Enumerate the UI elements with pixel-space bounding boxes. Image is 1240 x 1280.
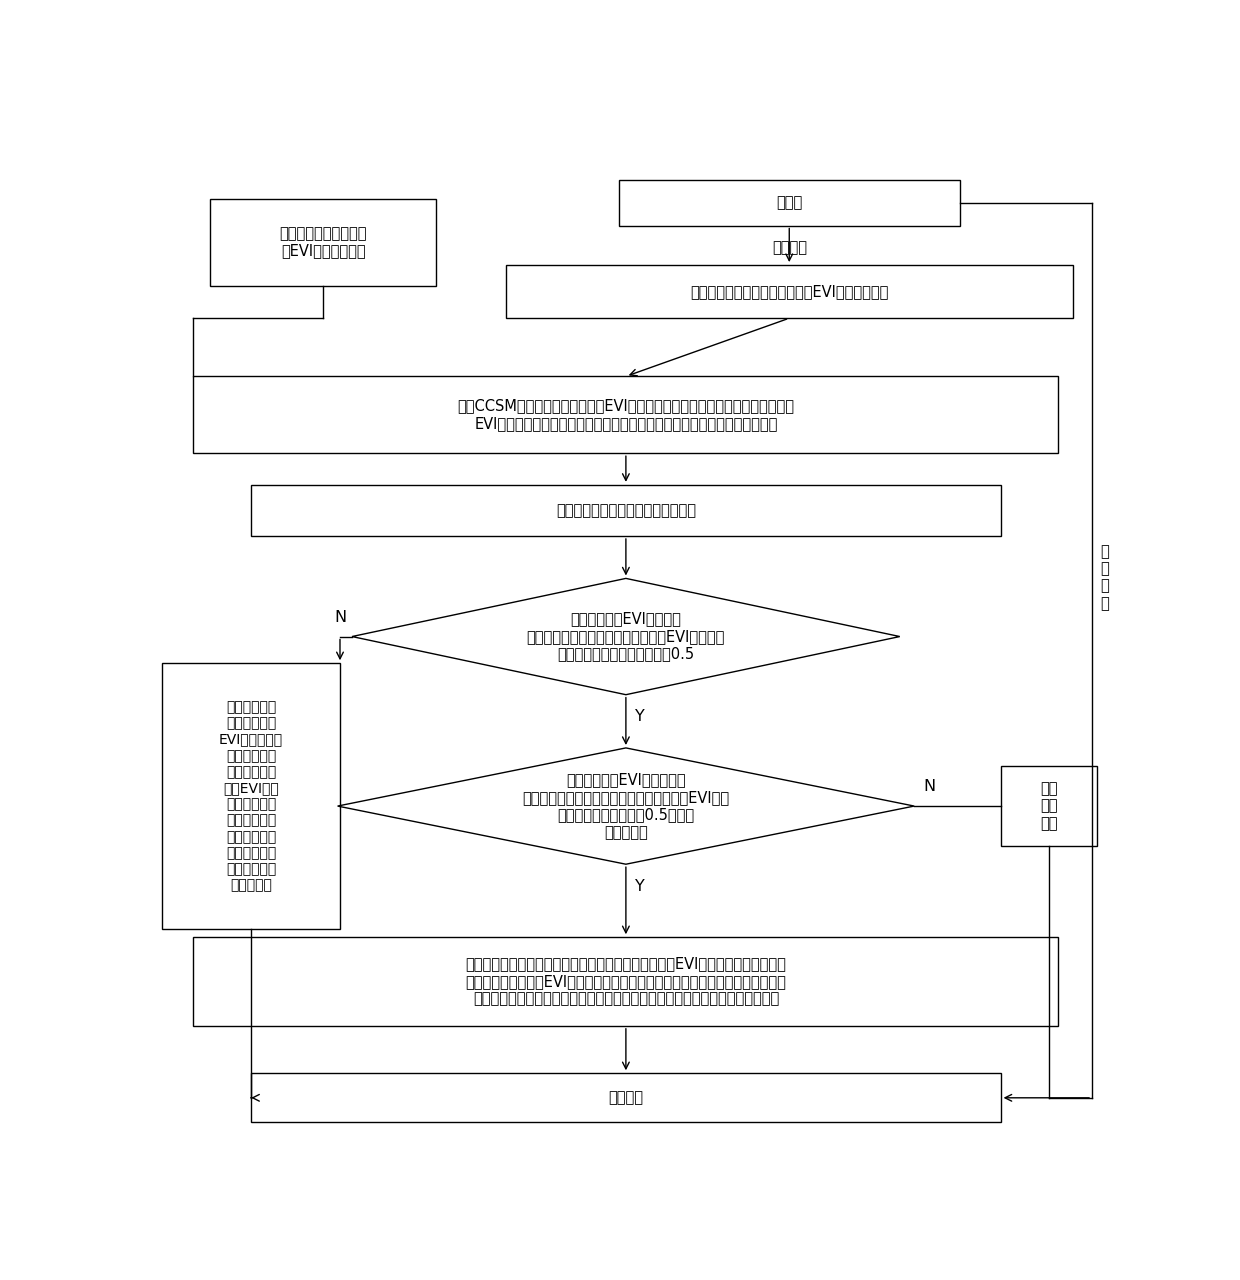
FancyBboxPatch shape [619, 180, 960, 225]
FancyBboxPatch shape [193, 376, 1058, 453]
Text: N: N [335, 609, 346, 625]
Text: 对最大交叉相关系数进行显著性检验: 对最大交叉相关系数进行显著性检验 [556, 503, 696, 518]
Text: 检
验
样
本: 检 验 样 本 [1101, 544, 1110, 611]
Text: 计算样本中每类种植模式的标准EVI时间序列曲线: 计算样本中每类种植模式的标准EVI时间序列曲线 [691, 284, 888, 300]
Text: 在原位置计算
待分类像元的
EVI时间序列曲
线与样本中每
类种植模式的
标准EVI时间
序列曲线的关
键物候期权重
增强的欧式距
离，然后采用
最小距离分类
: 在原位置计算 待分类像元的 EVI时间序列曲 线与样本中每 类种植模式的 标准E… [219, 700, 283, 892]
Polygon shape [352, 579, 900, 695]
Text: 在取得最大交叉相关系数的匹配位置计算待分类像元的EVI时间序列曲线与样本中
每类种植模式的标准EVI时间序列曲线的关键物候期权重增强的欧氏距离，并构建
一个结合: 在取得最大交叉相关系数的匹配位置计算待分类像元的EVI时间序列曲线与样本中 每类… [465, 956, 786, 1006]
Text: 直接
判定
类别: 直接 判定 类别 [1040, 781, 1058, 831]
Text: 基于CCSM算法确定待分类像元的EVI时间序列曲线与样本中每类种植模式的标准
EVI时间序列曲线的最大交叉相关系数以及最大交叉相关系数对应的匹配位置: 基于CCSM算法确定待分类像元的EVI时间序列曲线与样本中每类种植模式的标准 E… [458, 398, 795, 431]
Text: 经过滤波的待分类像元
的EVI时间序列数据: 经过滤波的待分类像元 的EVI时间序列数据 [279, 227, 367, 259]
FancyBboxPatch shape [193, 937, 1058, 1025]
Text: 训练样本: 训练样本 [771, 239, 807, 255]
FancyBboxPatch shape [162, 663, 340, 929]
Text: Y: Y [635, 879, 645, 893]
Text: 样本集: 样本集 [776, 196, 802, 210]
Text: Y: Y [635, 709, 645, 724]
Polygon shape [337, 748, 914, 864]
Text: 待分类像元的EVI时间序列曲
线与样本中两类或两类以上种植模式的标准EVI时间
序列曲线相关系数大于0.5且通过
显著性检验: 待分类像元的EVI时间序列曲 线与样本中两类或两类以上种植模式的标准EVI时间 … [522, 772, 729, 840]
FancyBboxPatch shape [250, 485, 1001, 536]
Text: 待分类像元的EVI时间序列
曲线与样本中某一类种植模式的标准EVI时间序列
曲线的最大交叉相关系数大于0.5: 待分类像元的EVI时间序列 曲线与样本中某一类种植模式的标准EVI时间序列 曲线… [527, 612, 725, 662]
FancyBboxPatch shape [1001, 765, 1096, 846]
FancyBboxPatch shape [506, 265, 1073, 319]
Text: 分类结果: 分类结果 [609, 1091, 644, 1106]
FancyBboxPatch shape [250, 1073, 1001, 1123]
FancyBboxPatch shape [211, 198, 436, 285]
Text: N: N [924, 780, 936, 794]
